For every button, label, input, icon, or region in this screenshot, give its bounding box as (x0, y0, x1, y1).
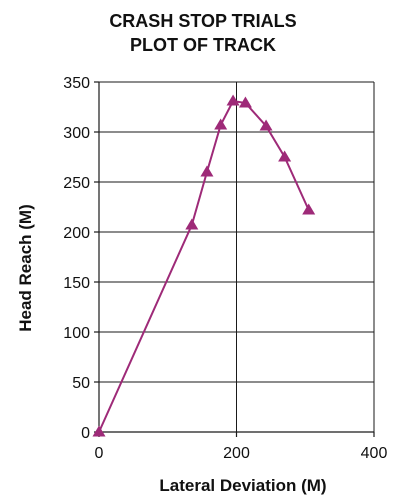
data-point-0-4 (226, 94, 240, 106)
data-point-0-1 (185, 218, 199, 230)
chart-title-line-1: CRASH STOP TRIALS (109, 11, 296, 31)
data-point-0-5 (238, 96, 252, 108)
data-point-0-0 (92, 425, 106, 437)
y-tick-label-100: 100 (63, 325, 90, 342)
data-point-0-8 (302, 203, 316, 215)
y-tick-label-0: 0 (81, 425, 90, 442)
grid-layer (99, 81, 375, 432)
data-point-0-3 (214, 118, 228, 130)
y-tick-label-200: 200 (63, 225, 90, 242)
y-tick-label-350: 350 (63, 75, 90, 92)
x-axis-label: Lateral Deviation (M) (159, 476, 326, 495)
tick-label-layer: 0 50 100 150 200 250 300 350 0 200 400 (63, 75, 387, 462)
x-tick-label-0: 0 (95, 445, 104, 462)
y-tick-label-50: 50 (72, 375, 90, 392)
y-tick-label-250: 250 (63, 175, 90, 192)
data-point-0-2 (200, 165, 214, 177)
y-tick-label-300: 300 (63, 125, 90, 142)
y-tick-label-150: 150 (63, 275, 90, 292)
x-tick-label-200: 200 (223, 445, 250, 462)
x-tick-label-400: 400 (361, 445, 388, 462)
data-point-0-7 (278, 150, 292, 162)
axis-layer (94, 81, 375, 437)
data-point-0-6 (259, 119, 273, 131)
chart-title-line-2: PLOT OF TRACK (130, 35, 276, 55)
y-axis-label: Head Reach (M) (16, 204, 35, 332)
series-layer (92, 94, 316, 437)
